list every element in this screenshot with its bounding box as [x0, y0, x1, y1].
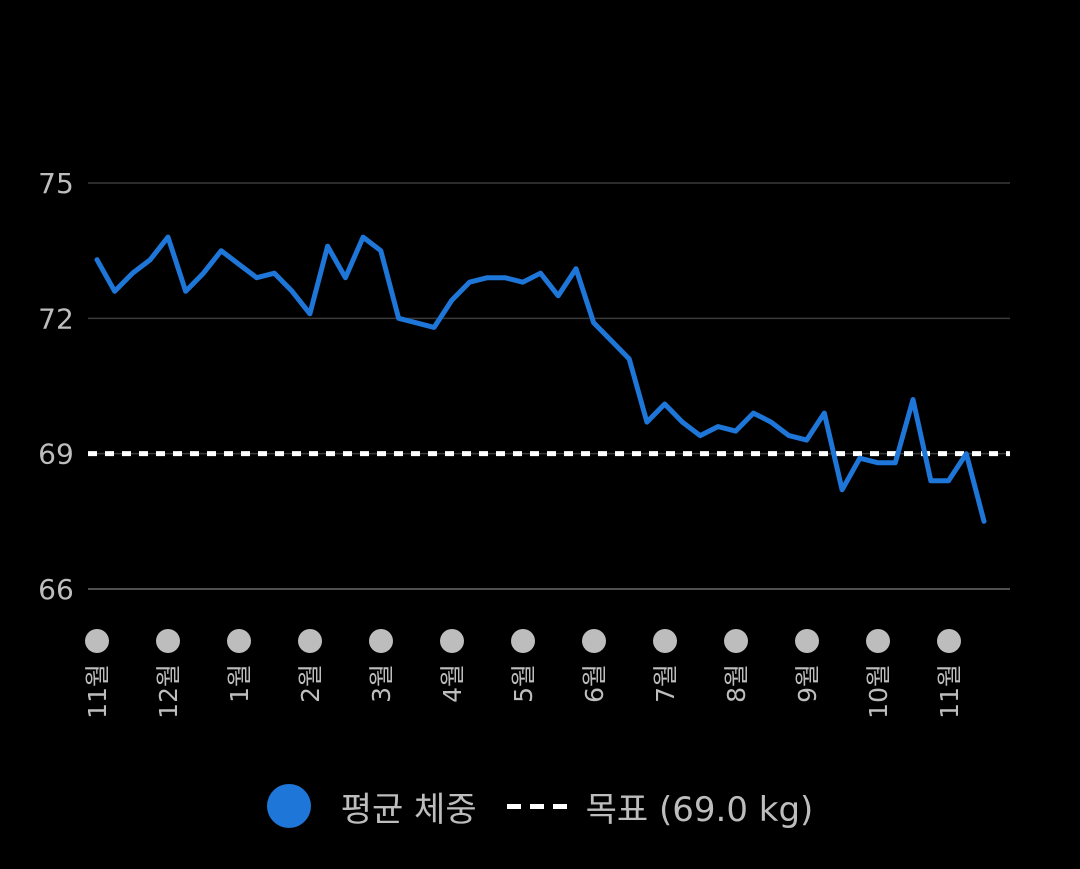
x-month-label: 1월 [225, 664, 254, 703]
y-tick-label: 69 [38, 438, 74, 471]
y-tick-label: 66 [38, 573, 74, 606]
legend-goal: 목표 (69.0 kg) [506, 782, 814, 831]
x-month-label: 5월 [509, 664, 538, 703]
month-marker-dot [795, 629, 819, 653]
x-month-label: 11월 [83, 664, 112, 719]
y-axis-ticks: 75 72 69 66 [38, 167, 74, 606]
legend-series-label: 평균 체중 [340, 789, 477, 830]
month-marker-dot [582, 629, 606, 653]
month-marker-dot [724, 629, 748, 653]
legend-series: 평균 체중 [266, 782, 507, 831]
x-month-label: 11월 [935, 664, 964, 719]
month-marker-dot [369, 629, 393, 653]
x-month-label: 6월 [580, 664, 609, 703]
month-marker-dot [298, 629, 322, 653]
x-month-label: 12월 [154, 664, 183, 719]
month-marker-dot [156, 629, 180, 653]
x-month-label: 3월 [367, 664, 396, 703]
weight-series-line [94, 234, 987, 524]
legend: 평균 체중 목표 (69.0 kg) [0, 776, 1080, 836]
x-month-label: 10월 [864, 664, 893, 719]
x-month-label: 2월 [296, 664, 325, 703]
month-marker-dot [937, 629, 961, 653]
legend-goal-swatch [506, 803, 576, 809]
x-month-label: 7월 [651, 664, 680, 703]
month-marker-dot [653, 629, 677, 653]
x-month-label: 4월 [438, 664, 467, 703]
grid-lines [88, 182, 1010, 590]
legend-goal-label: 목표 (69.0 kg) [585, 789, 814, 830]
x-axis-month-markers: 11월 12월 1월 2월 3월 4월 5월 6월 7월 8월 9월 10월 11월 [83, 629, 964, 719]
month-marker-dot [227, 629, 251, 653]
month-marker-dot [511, 629, 535, 653]
y-tick-label: 72 [38, 302, 74, 335]
month-marker-dot [866, 629, 890, 653]
y-tick-label: 75 [38, 167, 74, 200]
x-month-label: 8월 [722, 664, 751, 703]
month-marker-dot [85, 629, 109, 653]
x-month-label: 9월 [793, 664, 822, 703]
legend-series-swatch [266, 784, 311, 828]
month-marker-dot [440, 629, 464, 653]
